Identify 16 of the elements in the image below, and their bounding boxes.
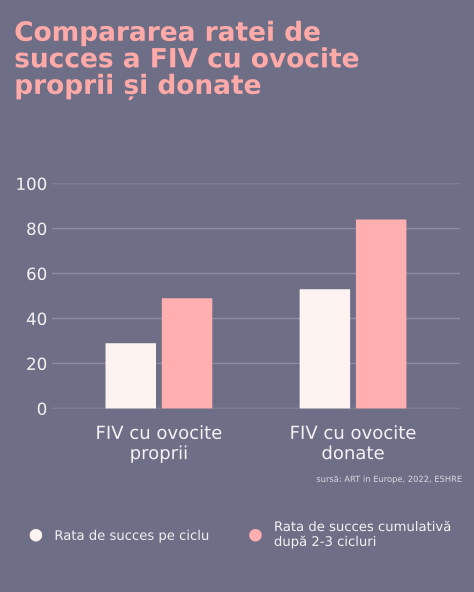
legend-label: Rata de succes pe ciclu [56,530,208,543]
text: sursă: ART in Europe, 2022, ESHRE [316,475,462,484]
bar [162,298,212,408]
y-tick-label: 80 [27,222,46,236]
legend-label: Rata de succes cumulativă după 2-3 cicluri [274,520,450,549]
x-tick-label: FIV cu ovocite donate [291,425,416,460]
bar [106,343,156,408]
bar [300,289,350,408]
y-tick-label: 40 [26,312,46,326]
bar [356,220,406,408]
y-tick-label: 0 [38,402,46,416]
y-tick-label: 20 [27,357,46,370]
x-tick-label: FIV cu ovocite proprii [97,425,222,463]
y-tick-label: 100 [17,177,46,190]
y-tick-label: 60 [27,267,46,280]
chart-title: Compararea ratei de succes a FIV cu ovocite proprii și donate [16,20,358,100]
